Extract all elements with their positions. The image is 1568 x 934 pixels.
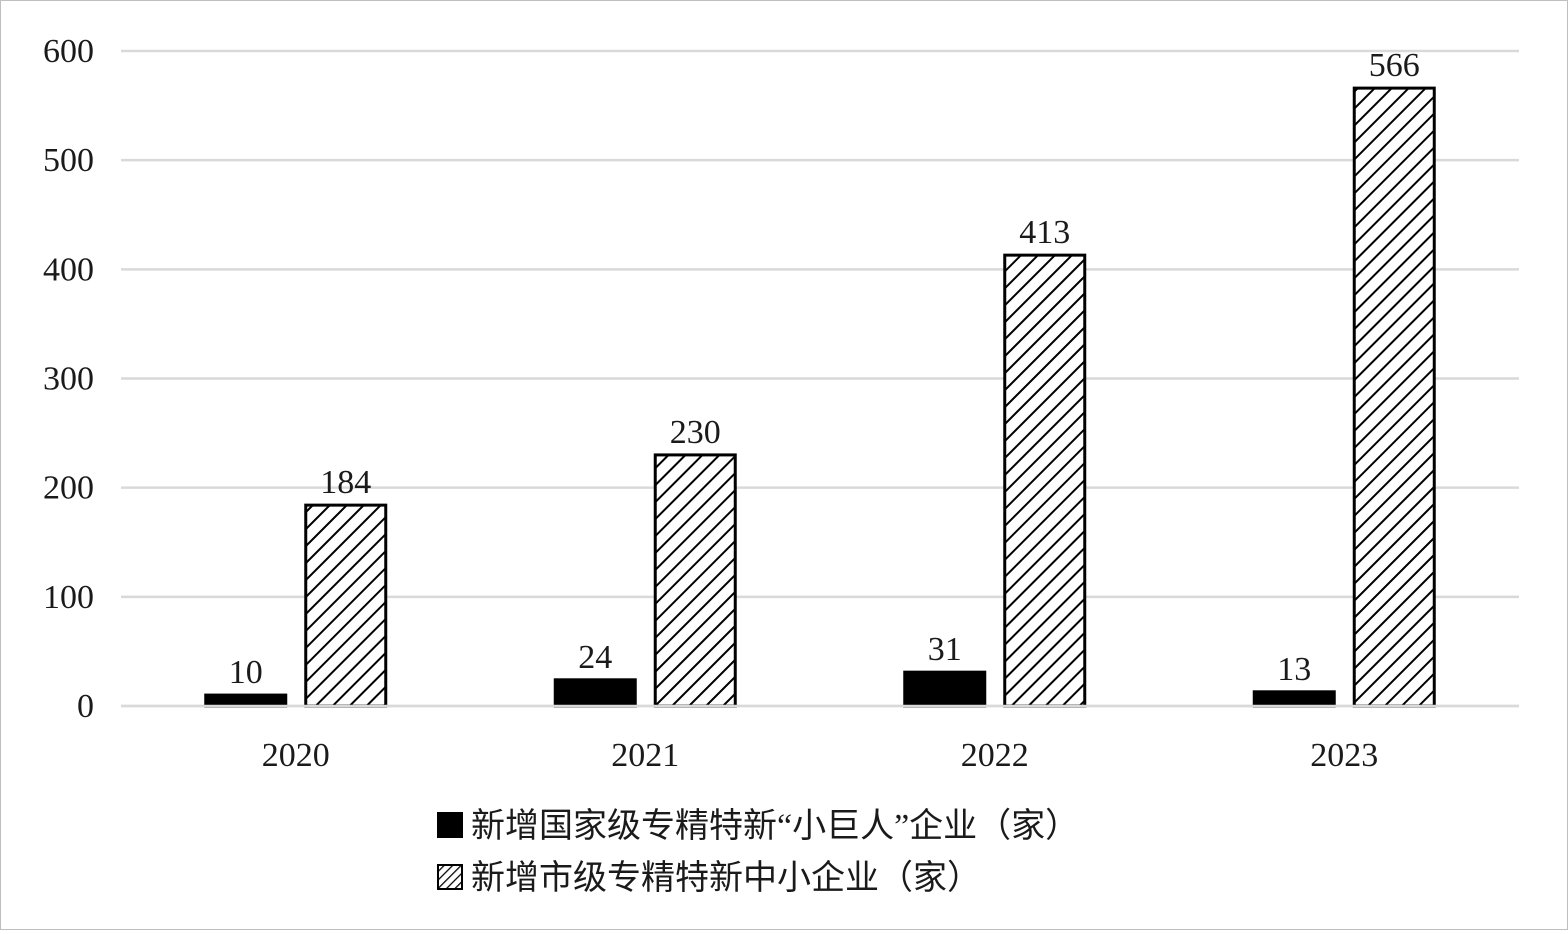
y-tick-label: 500 [43,142,94,179]
y-axis: 0 100 200 300 400 500 600 [43,33,94,725]
x-tick-label: 2023 [1310,737,1378,774]
y-tick-label: 400 [43,251,94,288]
data-label: 566 [1369,47,1420,84]
bar-national-2022 [903,670,987,708]
x-tick-label: 2020 [262,737,330,774]
legend-swatch-national [437,812,463,838]
x-tick-label: 2022 [961,737,1029,774]
legend: 新增国家级专精特新“小巨人”企业（家） 新增市级专精特新中小企业（家） [437,807,1079,897]
bar-municipal-2023 [1352,86,1436,708]
data-label: 10 [229,654,263,691]
bar-municipal-2020 [304,503,388,708]
bar-municipal-2022 [1003,253,1087,708]
y-tick-label: 300 [43,361,94,398]
legend-label: 新增市级专精特新中小企业（家） [471,859,981,897]
data-label: 413 [1019,214,1070,251]
data-label: 13 [1277,651,1311,688]
bars: 10 184 24 230 31 413 13 566 [204,47,1436,708]
y-tick-label: 200 [43,470,94,507]
data-label: 31 [928,631,962,668]
y-tick-label: 100 [43,579,94,616]
bar-national-2021 [553,678,637,708]
legend-swatch-municipal [437,864,463,890]
y-tick-label: 600 [43,33,94,70]
y-tick-label: 0 [77,688,94,725]
bar-national-2020 [204,693,288,708]
legend-label: 新增国家级专精特新“小巨人”企业（家） [471,807,1079,845]
bar-municipal-2021 [653,453,737,708]
x-tick-label: 2021 [611,737,679,774]
data-label: 184 [320,464,371,501]
x-axis: 2020 2021 2022 2023 [121,704,1519,774]
data-label: 24 [578,639,612,676]
data-label: 230 [670,414,721,451]
bar-national-2023 [1252,690,1336,708]
